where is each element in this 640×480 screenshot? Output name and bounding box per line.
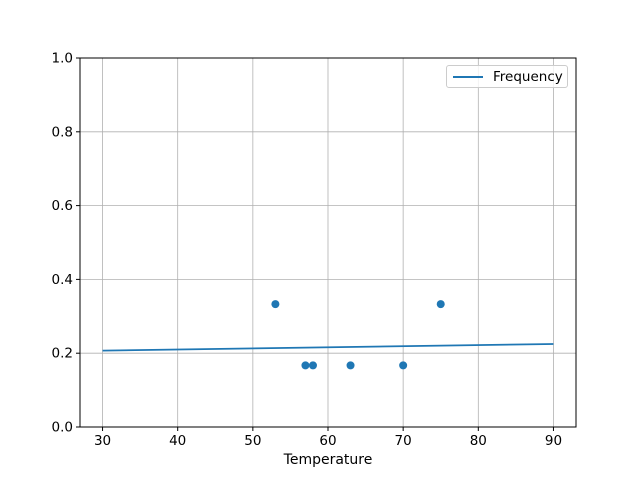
- data-point: [436, 300, 445, 309]
- y-tick-label: 0.4: [52, 272, 73, 288]
- x-axis-label: Temperature: [283, 452, 373, 468]
- x-tick-label: 70: [395, 433, 412, 449]
- legend: Frequency: [446, 65, 568, 88]
- legend-line-sample: [453, 75, 483, 78]
- data-point: [399, 361, 408, 370]
- y-tick-label: 0.6: [52, 198, 73, 214]
- y-tick-label: 1.0: [52, 51, 73, 67]
- y-tick-label: 0.0: [52, 420, 73, 436]
- y-tick-label: 0.2: [52, 346, 73, 362]
- x-tick-label: 40: [169, 433, 186, 449]
- data-point: [308, 361, 317, 370]
- x-tick-label: 60: [319, 433, 336, 449]
- x-tick-label: 30: [94, 433, 111, 449]
- y-tick-label: 0.8: [52, 124, 73, 140]
- x-tick-label: 90: [545, 433, 562, 449]
- data-point: [346, 361, 355, 370]
- data-point: [301, 361, 310, 370]
- x-tick-label: 80: [470, 433, 487, 449]
- data-point: [271, 300, 280, 309]
- x-tick-label: 50: [244, 433, 261, 449]
- legend-label: Frequency: [493, 68, 563, 85]
- trend-line: [102, 343, 554, 352]
